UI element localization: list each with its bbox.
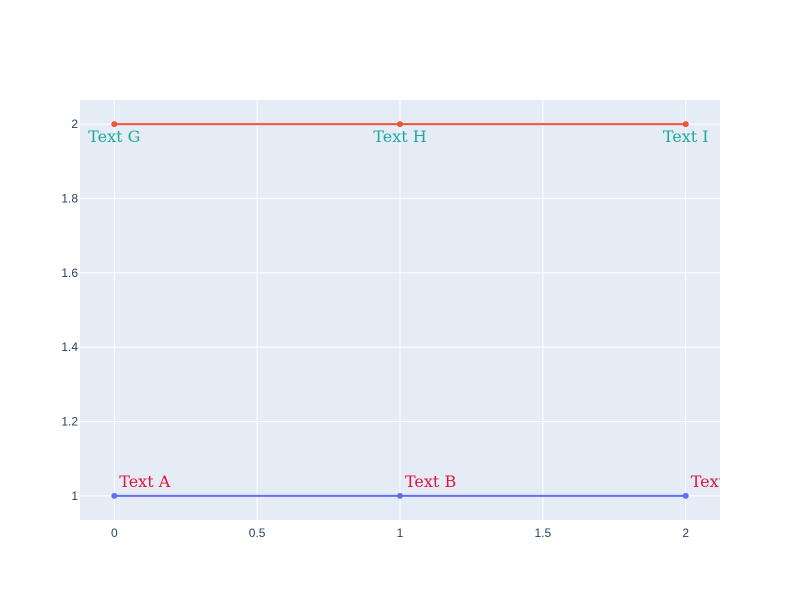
series-points	[111, 121, 689, 499]
y-tick-label: 1	[71, 489, 78, 503]
data-point	[682, 492, 689, 499]
data-label: Text C	[691, 472, 743, 491]
x-axis: 0 0.5 1 1.5 2	[111, 526, 689, 540]
data-point	[111, 121, 118, 128]
x-tick-label: 0	[111, 526, 118, 540]
data-label: Text I	[663, 127, 709, 146]
x-tick-label: 0.5	[249, 526, 266, 540]
point-labels: Text A Text B Text C Text G Text H Text I	[88, 127, 743, 491]
x-tick-label: 2	[682, 526, 689, 540]
data-point	[682, 121, 689, 128]
y-tick-label: 2	[71, 117, 78, 131]
x-tick-label: 1	[397, 526, 404, 540]
data-label: Text H	[373, 127, 426, 146]
data-label: Text A	[119, 472, 170, 491]
y-tick-label: 1.4	[61, 340, 78, 354]
data-label: Text G	[88, 127, 140, 146]
x-tick-label: 1.5	[535, 526, 552, 540]
y-tick-label: 1.2	[61, 415, 78, 429]
y-tick-label: 1.8	[61, 191, 78, 205]
data-label: Text B	[405, 472, 456, 491]
data-point	[111, 492, 118, 499]
y-tick-label: 1.6	[61, 266, 78, 280]
data-point	[397, 492, 403, 499]
y-axis: 1 1.2 1.4 1.6 1.8 2	[61, 117, 78, 503]
data-point	[397, 121, 403, 128]
